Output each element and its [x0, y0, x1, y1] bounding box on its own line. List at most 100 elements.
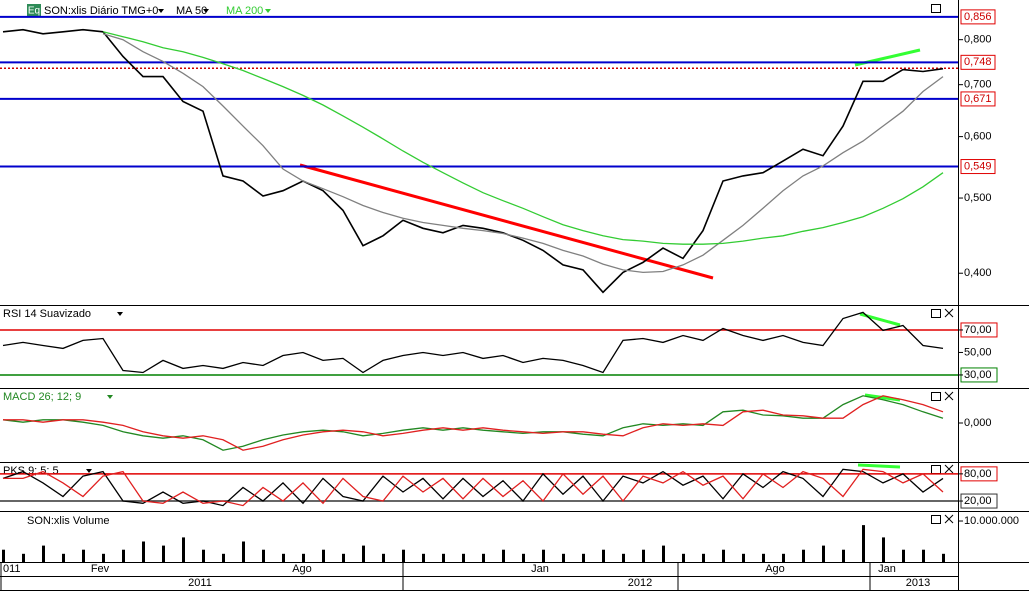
x-tick-label: 011	[3, 563, 21, 575]
volume-bar	[542, 549, 545, 562]
series-line	[2, 28, 944, 294]
series-line	[102, 31, 944, 245]
volume-bar	[782, 553, 785, 562]
volume-bar	[922, 549, 925, 562]
level-label: 0,856	[964, 11, 992, 23]
dropdown-caret[interactable]	[107, 395, 113, 399]
y-tick-label: 0,400	[964, 267, 992, 279]
chart-title: SON:xlis Diário TMG+0	[44, 5, 158, 17]
volume-bar	[322, 549, 325, 562]
window-icons[interactable]	[931, 4, 954, 524]
y-tick-label: 0,800	[964, 34, 992, 46]
volume-bar	[182, 537, 185, 562]
volume-bar	[122, 549, 125, 562]
volume-bar	[682, 553, 685, 562]
dropdown-caret[interactable]	[117, 312, 123, 316]
volume-bar	[422, 553, 425, 562]
panel-title: RSI 14 Suavizado	[3, 308, 91, 320]
series-line	[3, 395, 944, 451]
dropdown-caret[interactable]	[86, 469, 92, 473]
volume-bar	[262, 549, 265, 562]
volume-bar	[402, 549, 405, 562]
panel-borders	[0, 0, 1029, 591]
trend-line	[857, 463, 901, 469]
level-label: 0,748	[964, 56, 992, 68]
volume-bar	[382, 553, 385, 562]
y-tick-label: 0,500	[964, 192, 992, 204]
series-line	[3, 468, 944, 507]
x-tick-label: Ago	[292, 563, 312, 575]
volume-bar	[442, 553, 445, 562]
volume-bar	[602, 549, 605, 562]
x-tick-label: Ago	[765, 563, 785, 575]
volume-bar	[102, 553, 105, 562]
volume-bar	[62, 553, 65, 562]
volume-bar	[702, 553, 705, 562]
volume-bar	[842, 549, 845, 562]
legend-entry: MA 50	[176, 5, 207, 17]
volume-bar	[462, 553, 465, 562]
volume-bar	[202, 549, 205, 562]
y-tick-label: 50,00	[964, 346, 992, 358]
y-tick-label: 0,700	[964, 79, 992, 91]
x-tick-label: Fev	[91, 563, 110, 575]
x-year-label: 2011	[188, 577, 212, 589]
panel-title: MACD 26; 12; 9	[3, 391, 81, 403]
volume-bar	[482, 553, 485, 562]
level-label-box	[960, 91, 996, 107]
legend-entry: MA 200	[226, 5, 263, 17]
series-line	[102, 33, 944, 274]
x-tick-label: Jan	[878, 563, 896, 575]
volume-bar	[162, 545, 165, 562]
volume-bar	[902, 549, 905, 562]
volume-bar	[362, 545, 365, 562]
volume-bar	[562, 553, 565, 562]
dropdown-caret[interactable]	[265, 9, 271, 13]
volume-bar	[622, 553, 625, 562]
series-line	[2, 468, 944, 507]
volume-bar	[582, 553, 585, 562]
volume-bar	[342, 553, 345, 562]
y-tick-label: 80,00	[964, 468, 992, 480]
y-tick-label: 70,00	[964, 324, 992, 336]
level-label-box	[960, 54, 996, 70]
dropdown-caret[interactable]	[203, 9, 209, 13]
volume-bar	[642, 549, 645, 562]
volume-bar	[722, 549, 725, 562]
x-tick-label: Jan	[531, 563, 549, 575]
volume-bar	[822, 545, 825, 562]
x-year-label: 2012	[628, 577, 652, 589]
volume-bar	[2, 549, 5, 562]
volume-bar	[242, 541, 245, 562]
y-tick-label: 30,00	[964, 369, 992, 381]
volume-bar	[742, 553, 745, 562]
level-label-box	[960, 9, 996, 25]
volume-bar	[862, 525, 865, 562]
x-year-label: 2013	[906, 577, 930, 589]
y-tick-label: 10.000.000	[964, 515, 1019, 527]
volume-bar	[942, 553, 945, 562]
volume-bar	[662, 545, 665, 562]
volume-bar	[142, 541, 145, 562]
volume-bar	[282, 553, 285, 562]
volume-bar	[502, 549, 505, 562]
panel-title: SON:xlis Volume	[27, 515, 110, 527]
volume-bar	[42, 545, 45, 562]
volume-bar	[302, 553, 305, 562]
series-line	[2, 311, 944, 374]
volume-bar	[222, 553, 225, 562]
y-tick-label: 20,00	[964, 495, 992, 507]
volume-bar	[882, 537, 885, 562]
badge	[27, 4, 41, 17]
volume-bar	[762, 553, 765, 562]
volume-bar	[802, 549, 805, 562]
badge-text: Eq	[28, 6, 40, 17]
volume-bar	[82, 549, 85, 562]
y-tick-label: 0,600	[964, 131, 992, 143]
volume-bar	[22, 553, 25, 562]
volume-bar	[522, 553, 525, 562]
dropdown-caret[interactable]	[158, 9, 164, 13]
level-label-box	[960, 159, 996, 175]
